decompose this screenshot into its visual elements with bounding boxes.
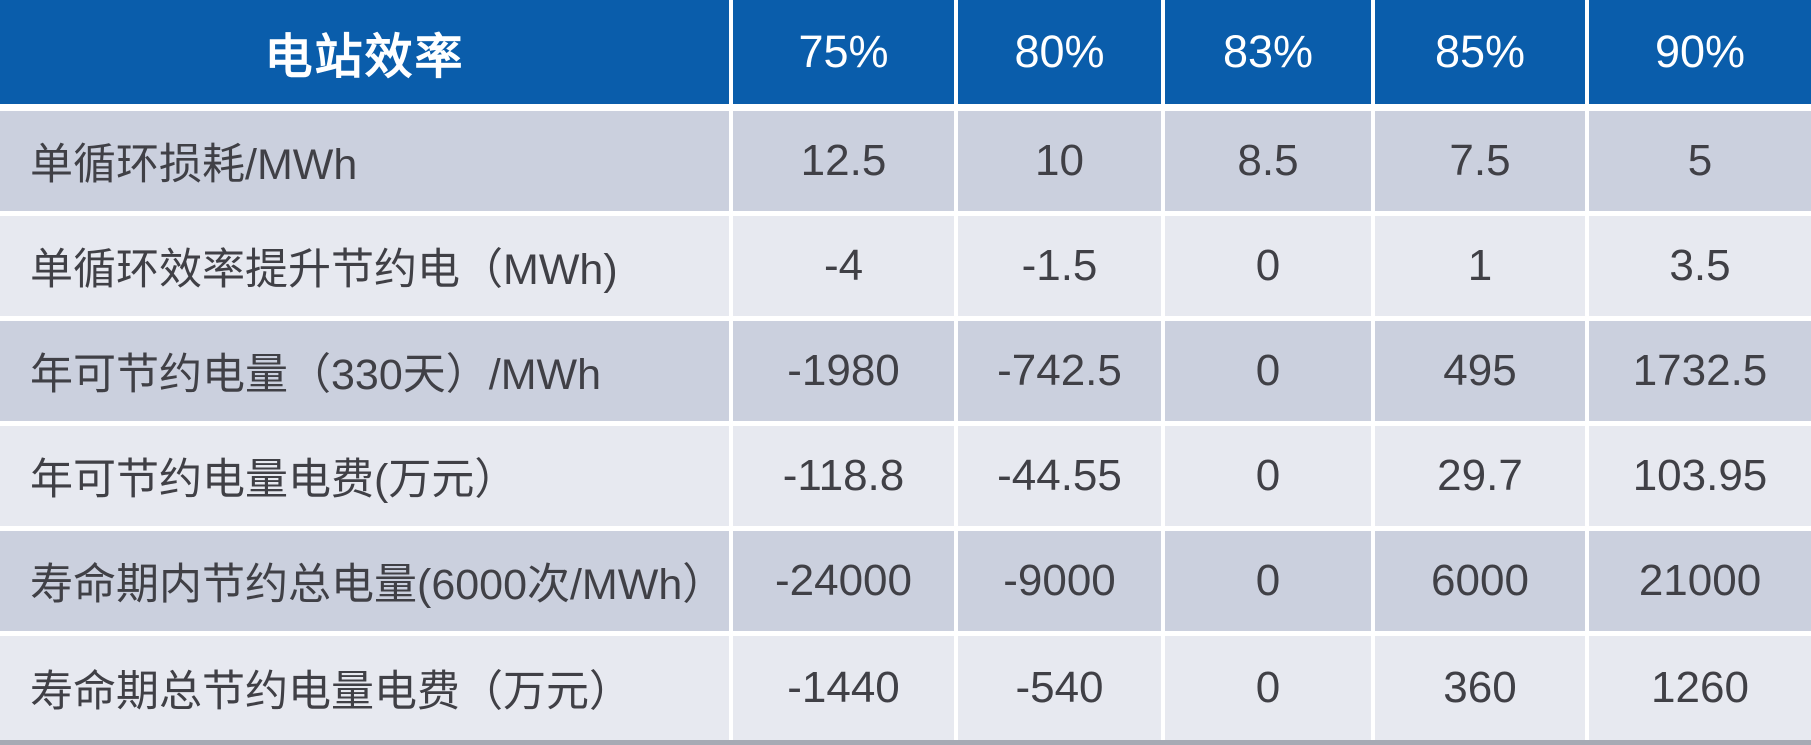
value-cell: 5	[1589, 111, 1811, 216]
value-cell: -540	[958, 636, 1165, 740]
value-cell: -9000	[958, 531, 1165, 636]
column-header-75: 75%	[733, 0, 958, 111]
value-cell: 12.5	[733, 111, 958, 216]
value-cell: 495	[1375, 321, 1589, 426]
row-label: 单循环损耗/MWh	[0, 111, 733, 216]
table-row-annual-energy-saving: 年可节约电量（330天）/MWh -1980 -742.5 0 495 1732…	[0, 321, 1811, 426]
header-row: 电站效率 75% 80% 83% 85% 90%	[0, 0, 1811, 111]
value-cell: -4	[733, 216, 958, 321]
table-row-annual-cost-saving: 年可节约电量电费(万元） -118.8 -44.55 0 29.7 103.95	[0, 426, 1811, 531]
row-label: 寿命期内节约总电量(6000次/MWh）	[0, 531, 733, 636]
table-row-single-cycle-loss: 单循环损耗/MWh 12.5 10 8.5 7.5 5	[0, 111, 1811, 216]
value-cell: 0	[1165, 426, 1375, 531]
value-cell: -118.8	[733, 426, 958, 531]
value-cell: -1980	[733, 321, 958, 426]
value-cell: 7.5	[1375, 111, 1589, 216]
table-row-single-cycle-saving: 单循环效率提升节约电（MWh) -4 -1.5 0 1 3.5	[0, 216, 1811, 321]
value-cell: -1440	[733, 636, 958, 740]
table-header: 电站效率 75% 80% 83% 85% 90%	[0, 0, 1811, 111]
row-label: 单循环效率提升节约电（MWh)	[0, 216, 733, 321]
row-label: 寿命期总节约电量电费（万元）	[0, 636, 733, 740]
value-cell: 1732.5	[1589, 321, 1811, 426]
value-cell: -44.55	[958, 426, 1165, 531]
slide-edge-bar	[0, 740, 1811, 745]
value-cell: 360	[1375, 636, 1589, 740]
value-cell: 3.5	[1589, 216, 1811, 321]
value-cell: 10	[958, 111, 1165, 216]
table-body: 单循环损耗/MWh 12.5 10 8.5 7.5 5 单循环效率提升节约电（M…	[0, 111, 1811, 740]
column-header-80: 80%	[958, 0, 1165, 111]
value-cell: 8.5	[1165, 111, 1375, 216]
table-row-lifetime-cost-saving: 寿命期总节约电量电费（万元） -1440 -540 0 360 1260	[0, 636, 1811, 740]
table-title: 电站效率	[0, 0, 733, 111]
value-cell: 29.7	[1375, 426, 1589, 531]
value-cell: 6000	[1375, 531, 1589, 636]
column-header-83: 83%	[1165, 0, 1375, 111]
column-header-90: 90%	[1589, 0, 1811, 111]
value-cell: 0	[1165, 216, 1375, 321]
value-cell: -24000	[733, 531, 958, 636]
row-label: 年可节约电量（330天）/MWh	[0, 321, 733, 426]
value-cell: -742.5	[958, 321, 1165, 426]
table-row-lifetime-energy-saving: 寿命期内节约总电量(6000次/MWh） -24000 -9000 0 6000…	[0, 531, 1811, 636]
value-cell: 1	[1375, 216, 1589, 321]
value-cell: 0	[1165, 321, 1375, 426]
value-cell: 103.95	[1589, 426, 1811, 531]
value-cell: -1.5	[958, 216, 1165, 321]
value-cell: 0	[1165, 636, 1375, 740]
column-header-85: 85%	[1375, 0, 1589, 111]
value-cell: 0	[1165, 531, 1375, 636]
value-cell: 21000	[1589, 531, 1811, 636]
row-label: 年可节约电量电费(万元）	[0, 426, 733, 531]
value-cell: 1260	[1589, 636, 1811, 740]
